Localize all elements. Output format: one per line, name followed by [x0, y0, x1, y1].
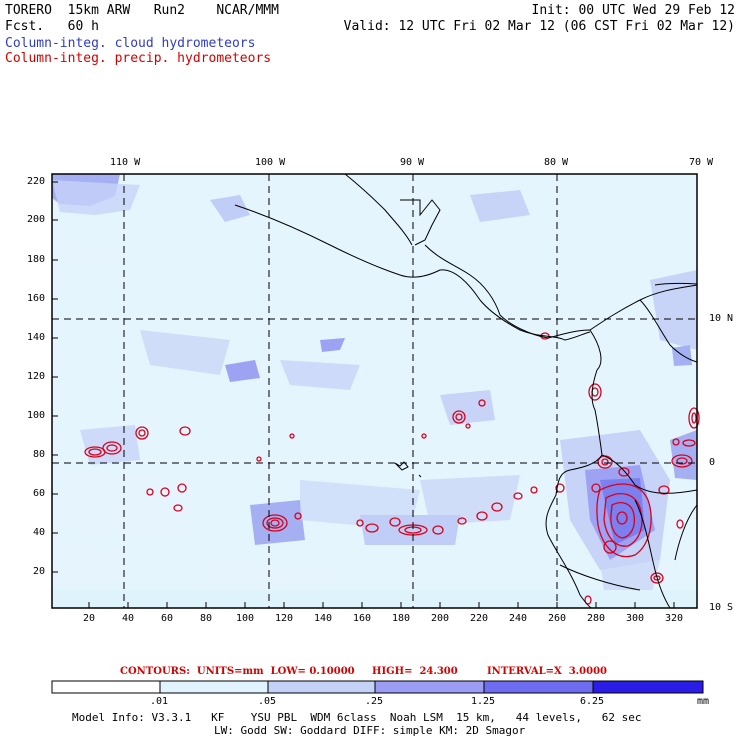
bottom-axis-label: 260 [548, 613, 567, 624]
left-axis-label: 200 [27, 214, 46, 225]
left-axis-label: 100 [27, 410, 46, 421]
top-axis-label: 70 W [689, 157, 714, 168]
top-axis-label: 100 W [255, 157, 286, 168]
forecast-hour: Fcst. 60 h [5, 19, 99, 34]
left-axis-label: 80 [33, 449, 46, 460]
model-info: Model Info: V3.3.1 KF YSU PBL WDM 6class… [72, 711, 642, 724]
bottom-axis-label: 60 [161, 613, 174, 624]
top-axis-label: 110 W [110, 157, 141, 168]
coastlines [234, 173, 698, 609]
bottom-axis-label: 80 [200, 613, 213, 624]
right-axis-label: 0 [709, 457, 716, 468]
left-axis-label: 40 [33, 527, 46, 538]
bottom-axis-label: 40 [122, 613, 135, 624]
contour-high: HIGH= 24.300 [372, 666, 458, 677]
colorbar-label: .01 [150, 696, 169, 707]
bottom-axis-label: 200 [431, 613, 450, 624]
cloud-legend-label: Column-integ. cloud hydrometeors [5, 36, 256, 51]
precip-legend-label: Column-integ. precip. hydrometeors [5, 51, 272, 66]
precip-contours [84, 332, 700, 605]
colorbar-label: .25 [365, 696, 384, 707]
bottom-axis-label: 180 [392, 613, 411, 624]
bottom-axis-label: 220 [470, 613, 489, 624]
colorbar-label: 1.25 [471, 696, 496, 707]
colorbar-label: 6.25 [580, 696, 605, 707]
left-axis-label: 140 [27, 332, 46, 343]
init-time: Init: 00 UTC Wed 29 Feb 12 [531, 3, 736, 18]
left-tick-marks [52, 181, 58, 573]
colorbar-label: .05 [258, 696, 277, 707]
bottom-axis-label: 100 [236, 613, 255, 624]
contour-units-low: CONTOURS: UNITS=mm LOW= 0.10000 [120, 666, 355, 677]
header-title: TORERO 15km ARW Run2 NCAR/MMM [5, 3, 279, 18]
bottom-axis-label: 280 [587, 613, 606, 624]
graticule [52, 174, 697, 608]
left-axis-label: 60 [33, 488, 46, 499]
bottom-axis-label: 140 [314, 613, 333, 624]
left-axis-label: 180 [27, 254, 46, 265]
bottom-axis-label: 160 [353, 613, 372, 624]
top-axis-label: 90 W [400, 157, 425, 168]
bottom-tick-marks [88, 602, 675, 608]
right-axis-label: 10 N [709, 313, 734, 324]
bottom-axis-label: 20 [83, 613, 96, 624]
right-axis-label: 10 S [709, 602, 734, 613]
left-axis-label: 20 [33, 566, 46, 577]
bottom-axis-label: 320 [665, 613, 684, 624]
left-axis-label: 220 [27, 176, 46, 187]
contour-interval: INTERVAL=X 3.0000 [487, 666, 607, 677]
colorbar [51, 680, 704, 694]
cloud-hydrometeor-shading [52, 174, 697, 608]
colorbar-unit: mm [697, 696, 710, 707]
bottom-axis-label: 240 [509, 613, 528, 624]
bottom-axis-label: 120 [275, 613, 294, 624]
valid-time: Valid: 12 UTC Fri 02 Mar 12 (06 CST Fri … [343, 19, 735, 34]
left-axis-label: 120 [27, 371, 46, 382]
left-axis-label: 160 [27, 293, 46, 304]
bottom-axis-label: 300 [626, 613, 645, 624]
top-axis-label: 80 W [544, 157, 569, 168]
model-physics: LW: Godd SW: Goddard DIFF: simple KM: 2D… [214, 724, 526, 737]
map-frame [51, 173, 698, 609]
